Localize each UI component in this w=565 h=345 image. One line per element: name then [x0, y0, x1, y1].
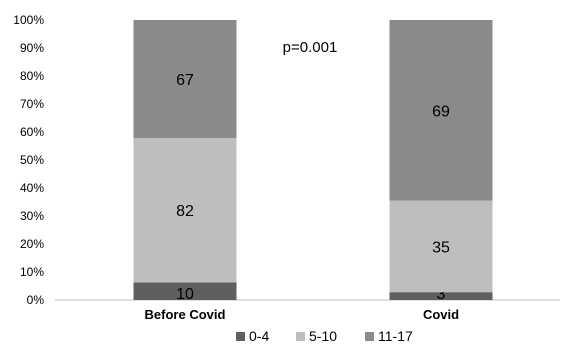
y-tick-label: 80% [20, 69, 44, 83]
legend-label: 11-17 [378, 328, 413, 344]
bar-segment-5-10 [133, 137, 237, 283]
y-tick-label: 90% [20, 41, 44, 55]
legend-swatch [365, 332, 374, 341]
y-tick-label: 20% [20, 237, 44, 251]
legend-swatch [296, 332, 305, 341]
legend-item-5-10: 5-10 [296, 328, 337, 344]
data-label: 69 [432, 103, 450, 120]
bar-segment-0-4 [133, 282, 237, 300]
legend-label: 0-4 [249, 328, 269, 344]
y-tick-label: 60% [20, 125, 44, 139]
legend-item-11-17: 11-17 [365, 328, 413, 344]
y-axis: 0% 10% 20% 30% 40% 50% 60% 70% 80% 90% 100% [13, 13, 44, 307]
y-tick-label: 40% [20, 181, 44, 195]
bar-segment-11-17 [133, 20, 237, 138]
legend-swatch [236, 332, 245, 341]
bar-segment-5-10 [389, 200, 493, 293]
legend-label: 5-10 [309, 328, 337, 344]
y-tick-label: 70% [20, 97, 44, 111]
category-label: Before Covid [145, 307, 226, 322]
data-label: 35 [432, 239, 450, 256]
data-label: 3 [437, 286, 446, 303]
bar-segment-0-4 [389, 292, 493, 300]
data-label: 67 [176, 72, 194, 89]
bars: 10 82 67 3 35 69 [133, 20, 493, 303]
y-tick-label: 30% [20, 209, 44, 223]
data-label: 82 [176, 203, 194, 220]
bar-segment-11-17 [389, 20, 493, 201]
p-value-annotation: p=0.001 [283, 39, 338, 56]
y-tick-label: 100% [13, 13, 44, 27]
y-tick-label: 10% [20, 265, 44, 279]
legend-item-0-4: 0-4 [236, 328, 269, 344]
category-label: Covid [423, 307, 459, 322]
y-tick-label: 50% [20, 153, 44, 167]
y-tick-label: 0% [27, 293, 45, 307]
data-label: 10 [176, 286, 194, 303]
legend: 0-4 5-10 11-17 [236, 328, 413, 344]
x-axis-categories: Before Covid Covid [145, 307, 460, 322]
